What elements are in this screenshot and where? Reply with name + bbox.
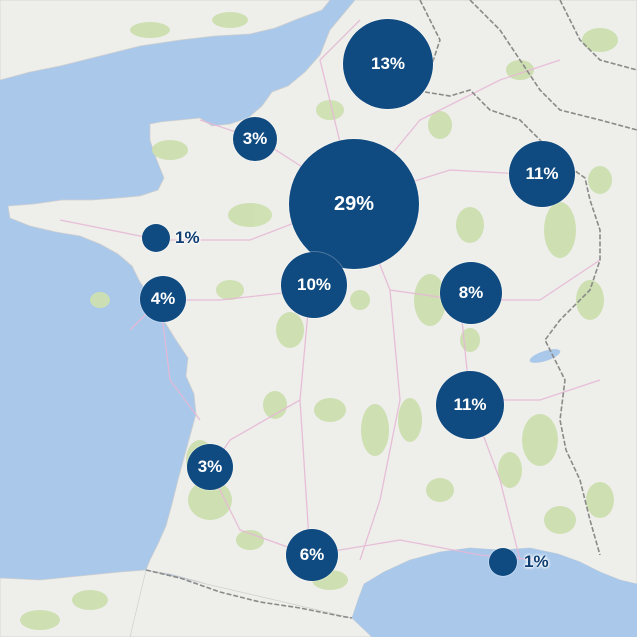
bubble-bordeaux-label: 3% [197, 457, 223, 476]
bubble-toulouse[interactable]: 6% [286, 529, 338, 581]
bubble-bordeaux[interactable]: 3% [187, 444, 233, 490]
bubble-east-label: 11% [525, 164, 559, 183]
bubble-toulouse-label: 6% [299, 545, 325, 564]
bubble-paris[interactable]: 29% [289, 139, 419, 269]
bubble-rhone[interactable]: 11% [436, 371, 504, 439]
bubble-rhone-label: 11% [453, 395, 487, 414]
bubble-brittany[interactable] [142, 224, 170, 252]
bubble-burgundy[interactable]: 8% [440, 262, 502, 324]
bubble-north-label: 13% [370, 54, 406, 73]
bubble-centre-label: 10% [296, 275, 332, 294]
bubble-provence-label: 1% [524, 552, 549, 571]
bubble-burgundy-label: 8% [458, 283, 484, 302]
bubble-east[interactable]: 11% [509, 141, 575, 207]
bubble-normandy[interactable]: 3% [233, 117, 277, 161]
bubble-centre[interactable]: 10% [281, 252, 347, 318]
lake-geneva [529, 349, 561, 363]
bubble-paris-label: 29% [333, 192, 375, 215]
bubble-north[interactable]: 13% [343, 19, 433, 109]
bubble-brittany-label: 1% [175, 228, 200, 247]
bubble-loire-label: 4% [150, 289, 176, 308]
bubble-normandy-label: 3% [242, 129, 268, 148]
bubble-loire[interactable]: 4% [140, 276, 186, 322]
bubble-provence[interactable] [489, 548, 517, 576]
spain-landmass-east [129, 569, 373, 637]
mediterranean [352, 548, 637, 637]
country-borders [145, 0, 637, 619]
